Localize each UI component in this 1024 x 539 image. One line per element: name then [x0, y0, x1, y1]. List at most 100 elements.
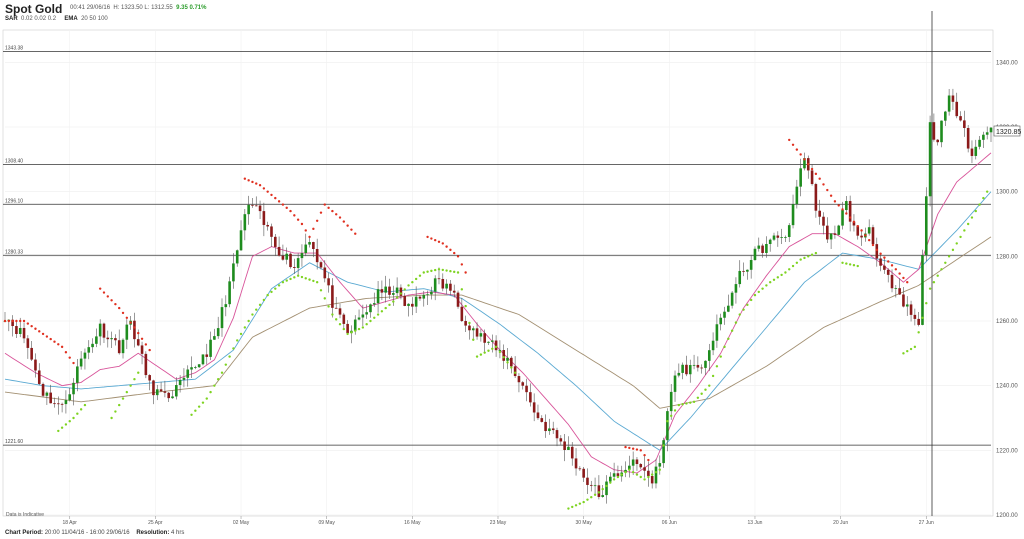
sar-dot-down: [647, 458, 650, 462]
candle-body: [510, 357, 513, 367]
candle: [262, 202, 266, 237]
sar-dot-up: [780, 273, 783, 277]
candle-body: [955, 101, 959, 117]
candle: [593, 477, 597, 496]
sar-dot-up: [228, 355, 231, 358]
y-tick-label: 1220.00: [996, 448, 1018, 454]
candle: [342, 312, 346, 329]
sar-dot-up: [365, 323, 368, 326]
candle-body: [296, 258, 300, 268]
sar-dot-up: [243, 326, 247, 329]
chart-footer: Chart Period: 20:00 11/04/16 - 16:00 29/…: [5, 530, 184, 536]
candle-body: [197, 364, 201, 368]
sar-dot-up: [593, 493, 597, 496]
candle: [479, 328, 483, 342]
candle-body: [860, 235, 863, 238]
sar-dot-down: [791, 143, 795, 146]
candle-body: [186, 369, 190, 378]
sar-dot-up: [643, 478, 646, 481]
candle-body: [544, 421, 547, 432]
candle: [205, 343, 209, 365]
candle: [772, 232, 776, 241]
sar-dot-up: [719, 355, 722, 358]
sar-dot-up: [574, 504, 578, 507]
candle: [338, 303, 342, 319]
candle-body: [829, 233, 833, 240]
sar-dot-up: [757, 290, 760, 294]
sar-dot-up: [666, 420, 669, 423]
candle-body: [605, 481, 608, 496]
sar-dot-down: [148, 348, 151, 352]
candle: [928, 115, 932, 207]
sar-dot-down: [64, 351, 68, 354]
candle: [430, 286, 433, 300]
candle: [795, 179, 799, 209]
candle-body: [803, 158, 806, 169]
candle: [532, 393, 536, 422]
parabolic-sar: [3, 138, 989, 510]
candle-body: [281, 255, 285, 260]
chart-period-label: Chart Period:: [5, 530, 44, 536]
sar-dot-up: [723, 345, 726, 349]
candle: [91, 338, 94, 353]
sar-dot-down: [15, 319, 18, 323]
sar-dot-up: [64, 423, 68, 426]
candle-body: [312, 242, 315, 250]
candle-body: [749, 260, 753, 270]
sar-dot-up: [338, 323, 342, 326]
candle: [582, 467, 585, 482]
candle: [399, 284, 403, 300]
candle: [155, 384, 159, 401]
candle-body: [270, 226, 273, 237]
sar-dot-up: [129, 384, 132, 387]
candle-body: [616, 473, 620, 477]
candle: [666, 408, 669, 452]
candle: [761, 243, 764, 258]
candle: [144, 351, 148, 379]
sar-dot-up: [388, 303, 391, 307]
last-price-label: 1320.85: [996, 129, 1021, 136]
candle-body: [464, 320, 467, 326]
candle: [529, 383, 532, 407]
candle: [787, 223, 791, 243]
ema-indicator-name[interactable]: EMA: [64, 16, 78, 22]
sar-indicator-name[interactable]: SAR: [5, 16, 18, 22]
candle-body: [609, 476, 612, 482]
sar-dot-up: [567, 507, 570, 510]
candle: [327, 272, 330, 293]
sar-dot-up: [464, 304, 467, 308]
candle: [152, 379, 155, 405]
candle: [475, 322, 479, 340]
candle-body: [243, 214, 247, 231]
sar-dot-up: [289, 277, 292, 281]
candle: [856, 224, 860, 240]
sar-dot-up: [810, 253, 814, 256]
sar-dot-down: [883, 256, 886, 259]
sar-dot-up: [205, 397, 208, 400]
candle: [612, 462, 616, 481]
sar-dot-down: [875, 248, 878, 252]
candle: [220, 298, 224, 337]
sar-dot-down: [346, 224, 349, 227]
candle-body: [940, 120, 943, 143]
sar-dot-down: [788, 138, 791, 142]
candle: [654, 458, 658, 489]
candle: [601, 485, 604, 498]
candle-body: [353, 319, 357, 331]
candle: [167, 392, 170, 402]
candle: [372, 292, 376, 307]
candle: [11, 315, 14, 337]
candle-body: [978, 139, 981, 147]
candle-body: [399, 287, 403, 296]
sar-dot-down: [453, 251, 456, 255]
candle-body: [643, 467, 646, 471]
candle-body: [41, 383, 45, 396]
candle-body: [532, 402, 536, 413]
candle-body: [102, 323, 106, 338]
candle: [334, 296, 338, 309]
candle-body: [921, 255, 924, 325]
sar-dot-up: [79, 408, 83, 411]
horizontal-levels: 1343.38 1308.40 1296.10 1280.33 1221.60: [3, 45, 991, 446]
x-tick-label: 09 May: [318, 520, 335, 526]
